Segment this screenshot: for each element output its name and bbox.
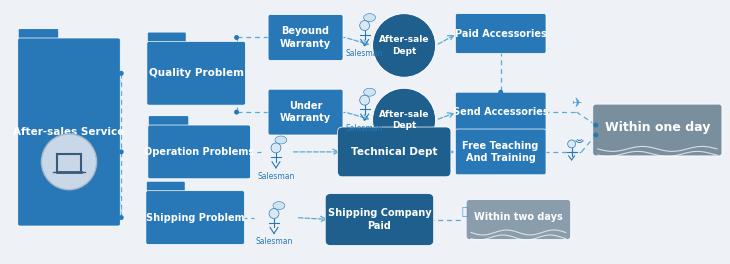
Text: Shipping Company
Paid: Shipping Company Paid xyxy=(328,208,431,231)
Circle shape xyxy=(119,71,123,76)
FancyBboxPatch shape xyxy=(456,14,546,53)
Circle shape xyxy=(234,110,239,115)
Circle shape xyxy=(372,88,436,152)
Circle shape xyxy=(271,143,281,153)
Text: Salesman: Salesman xyxy=(346,49,383,58)
Ellipse shape xyxy=(273,202,285,210)
Circle shape xyxy=(498,90,503,95)
FancyBboxPatch shape xyxy=(146,191,245,244)
Text: Within two days: Within two days xyxy=(474,211,563,221)
FancyBboxPatch shape xyxy=(149,116,188,128)
Ellipse shape xyxy=(364,14,375,22)
FancyBboxPatch shape xyxy=(18,38,120,226)
Text: Quality Problem: Quality Problem xyxy=(149,68,244,78)
FancyBboxPatch shape xyxy=(147,182,185,194)
FancyBboxPatch shape xyxy=(456,129,546,175)
Text: Salesman: Salesman xyxy=(346,124,383,133)
Circle shape xyxy=(360,95,369,105)
Text: Shipping Problem: Shipping Problem xyxy=(146,213,245,223)
FancyBboxPatch shape xyxy=(268,15,343,60)
Ellipse shape xyxy=(364,88,375,96)
FancyBboxPatch shape xyxy=(337,127,451,177)
Circle shape xyxy=(119,149,123,154)
FancyBboxPatch shape xyxy=(148,32,185,44)
Text: Free Teaching
And Training: Free Teaching And Training xyxy=(463,141,539,163)
FancyBboxPatch shape xyxy=(19,29,58,41)
FancyBboxPatch shape xyxy=(147,41,245,105)
Text: Salesman: Salesman xyxy=(257,172,295,181)
Text: Within one day: Within one day xyxy=(604,121,710,134)
FancyBboxPatch shape xyxy=(326,194,434,246)
FancyBboxPatch shape xyxy=(148,125,250,179)
FancyBboxPatch shape xyxy=(466,200,571,239)
Text: 🏃: 🏃 xyxy=(462,206,469,216)
Text: After-sales Service: After-sales Service xyxy=(13,127,125,137)
Circle shape xyxy=(593,122,598,128)
Circle shape xyxy=(372,14,436,77)
Circle shape xyxy=(593,133,598,138)
Circle shape xyxy=(568,140,575,148)
Ellipse shape xyxy=(275,136,287,144)
Text: After-sale
Dept: After-sale Dept xyxy=(379,110,429,130)
Circle shape xyxy=(269,209,279,219)
Circle shape xyxy=(42,134,96,190)
Text: Paid Accessories: Paid Accessories xyxy=(455,29,547,39)
FancyBboxPatch shape xyxy=(268,89,343,135)
Text: Salesman: Salesman xyxy=(255,237,293,246)
Text: Send Accessories: Send Accessories xyxy=(453,107,548,117)
FancyBboxPatch shape xyxy=(456,92,546,132)
Circle shape xyxy=(119,215,123,220)
Text: Under
Warranty: Under Warranty xyxy=(280,101,331,123)
Text: Technical Dept: Technical Dept xyxy=(351,147,437,157)
Circle shape xyxy=(360,21,369,31)
FancyBboxPatch shape xyxy=(593,104,722,156)
Text: Beyound
Warranty: Beyound Warranty xyxy=(280,26,331,49)
Text: Operation Problems: Operation Problems xyxy=(144,147,254,157)
Text: After-sale
Dept: After-sale Dept xyxy=(379,35,429,55)
Circle shape xyxy=(234,35,239,40)
Text: ✈: ✈ xyxy=(572,98,582,111)
